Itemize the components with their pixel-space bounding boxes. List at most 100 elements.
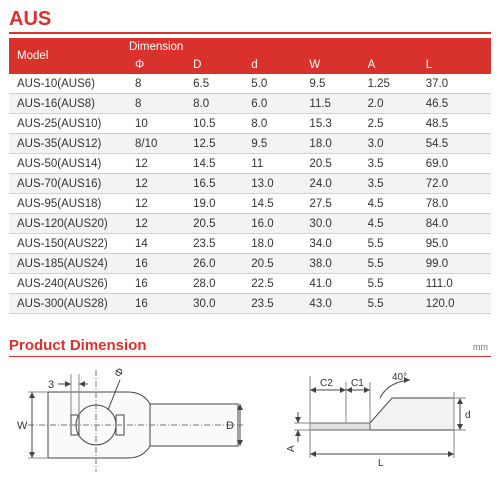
thickness-label: d bbox=[465, 410, 471, 421]
angle-label: 40° bbox=[392, 372, 407, 383]
value-cell: 12 bbox=[129, 153, 188, 174]
value-cell: 12 bbox=[129, 173, 188, 194]
width-label: W bbox=[17, 420, 28, 432]
column-header: L bbox=[419, 56, 491, 74]
value-cell: 4.5 bbox=[361, 213, 420, 234]
value-cell: 5.5 bbox=[361, 293, 420, 314]
value-cell: 2.5 bbox=[361, 113, 420, 134]
table-row: AUS-25(AUS10) 10 10.5 8.0 15.3 2.5 48.5 bbox=[9, 113, 491, 134]
top-view-drawing: 3 Φ W D bbox=[17, 366, 244, 472]
value-cell: 12.5 bbox=[187, 133, 246, 154]
value-cell: 37.0 bbox=[419, 74, 491, 94]
value-cell: 26.0 bbox=[187, 253, 246, 274]
c1-label: C1 bbox=[351, 378, 364, 389]
value-cell: 14 bbox=[129, 233, 188, 254]
model-cell: AUS-120(AUS20) bbox=[9, 213, 129, 234]
column-header: d bbox=[245, 56, 304, 74]
model-header: Model bbox=[9, 38, 129, 74]
value-cell: 48.5 bbox=[419, 113, 491, 134]
value-cell: 120.0 bbox=[419, 293, 491, 314]
value-cell: 5.0 bbox=[245, 74, 304, 94]
value-cell: 3.0 bbox=[361, 133, 420, 154]
length-label: L bbox=[378, 458, 384, 468]
model-cell: AUS-16(AUS8) bbox=[9, 93, 129, 114]
value-cell: 16.0 bbox=[245, 213, 304, 234]
model-cell: AUS-25(AUS10) bbox=[9, 113, 129, 134]
table-row: AUS-240(AUS26) 16 28.0 22.5 41.0 5.5 111.0 bbox=[9, 273, 491, 294]
title-divider bbox=[9, 32, 491, 34]
product-dimension-heading: Product Dimension bbox=[9, 337, 147, 354]
value-cell: 84.0 bbox=[419, 213, 491, 234]
value-cell: 24.0 bbox=[303, 173, 362, 194]
value-cell: 30.0 bbox=[303, 213, 362, 234]
table-row: AUS-50(AUS14) 12 14.5 11 20.5 3.5 69.0 bbox=[9, 153, 491, 174]
value-cell: 9.5 bbox=[245, 133, 304, 154]
value-cell: 16 bbox=[129, 293, 188, 314]
c2-label: C2 bbox=[320, 378, 333, 389]
value-cell: 27.5 bbox=[303, 193, 362, 214]
value-cell: 14.5 bbox=[245, 193, 304, 214]
table-body: AUS-10(AUS6) 8 6.5 5.0 9.5 1.25 37.0 AUS-16(AUS… bbox=[9, 74, 491, 314]
value-cell: 16 bbox=[129, 273, 188, 294]
phi-label: Φ bbox=[112, 366, 127, 380]
value-cell: 78.0 bbox=[419, 193, 491, 214]
value-cell: 13.0 bbox=[245, 173, 304, 194]
model-cell: AUS-185(AUS24) bbox=[9, 253, 129, 274]
value-cell: 43.0 bbox=[303, 293, 362, 314]
value-cell: 8 bbox=[129, 93, 188, 114]
column-header: A bbox=[361, 56, 420, 74]
table-row: AUS-185(AUS24) 16 26.0 20.5 38.0 5.5 99.0 bbox=[9, 253, 491, 274]
table-row: AUS-150(AUS22) 14 23.5 18.0 34.0 5.5 95.0 bbox=[9, 233, 491, 254]
value-cell: 3.5 bbox=[361, 153, 420, 174]
value-cell: 5.5 bbox=[361, 253, 420, 274]
column-header: Φ bbox=[129, 56, 188, 74]
column-header: D bbox=[187, 56, 246, 74]
value-cell: 8/10 bbox=[129, 133, 188, 154]
section-title: AUS bbox=[9, 8, 52, 30]
value-cell: 5.5 bbox=[361, 273, 420, 294]
value-cell: 16 bbox=[129, 253, 188, 274]
value-cell: 23.5 bbox=[187, 233, 246, 254]
value-cell: 69.0 bbox=[419, 153, 491, 174]
model-cell: AUS-10(AUS6) bbox=[9, 74, 129, 94]
value-cell: 15.3 bbox=[303, 113, 362, 134]
table-row: AUS-10(AUS6) 8 6.5 5.0 9.5 1.25 37.0 bbox=[9, 74, 491, 94]
value-cell: 1.25 bbox=[361, 74, 420, 94]
unit-label: mm bbox=[473, 342, 488, 352]
model-cell: AUS-35(AUS12) bbox=[9, 133, 129, 154]
value-cell: 8.0 bbox=[245, 113, 304, 134]
model-cell: AUS-300(AUS28) bbox=[9, 293, 129, 314]
value-cell: 9.5 bbox=[303, 74, 362, 94]
value-cell: 22.5 bbox=[245, 273, 304, 294]
value-cell: 23.5 bbox=[245, 293, 304, 314]
value-cell: 11.5 bbox=[303, 93, 362, 114]
value-cell: 2.0 bbox=[361, 93, 420, 114]
side-view-drawing: C2 C1 40° d A L bbox=[286, 372, 471, 468]
value-cell: 16.5 bbox=[187, 173, 246, 194]
model-cell: AUS-50(AUS14) bbox=[9, 153, 129, 174]
value-cell: 46.5 bbox=[419, 93, 491, 114]
value-cell: 20.5 bbox=[303, 153, 362, 174]
value-cell: 18.0 bbox=[303, 133, 362, 154]
table-row: AUS-95(AUS18) 12 19.0 14.5 27.5 4.5 78.0 bbox=[9, 193, 491, 214]
slot-label: 3 bbox=[48, 379, 54, 391]
value-cell: 38.0 bbox=[303, 253, 362, 274]
value-cell: 34.0 bbox=[303, 233, 362, 254]
left-slot bbox=[70, 414, 80, 436]
value-cell: 3.5 bbox=[361, 173, 420, 194]
model-cell: AUS-95(AUS18) bbox=[9, 193, 129, 214]
value-cell: 4.5 bbox=[361, 193, 420, 214]
value-cell: 30.0 bbox=[187, 293, 246, 314]
value-cell: 8 bbox=[129, 74, 188, 94]
value-cell: 6.5 bbox=[187, 74, 246, 94]
column-header: W bbox=[303, 56, 362, 74]
value-cell: 19.0 bbox=[187, 193, 246, 214]
value-cell: 8.0 bbox=[187, 93, 246, 114]
value-cell: 111.0 bbox=[419, 273, 491, 294]
value-cell: 20.5 bbox=[245, 253, 304, 274]
value-cell: 12 bbox=[129, 213, 188, 234]
section-divider bbox=[9, 356, 491, 357]
table-row: AUS-35(AUS12) 8/10 12.5 9.5 18.0 3.0 54.5 bbox=[9, 133, 491, 154]
value-cell: 72.0 bbox=[419, 173, 491, 194]
